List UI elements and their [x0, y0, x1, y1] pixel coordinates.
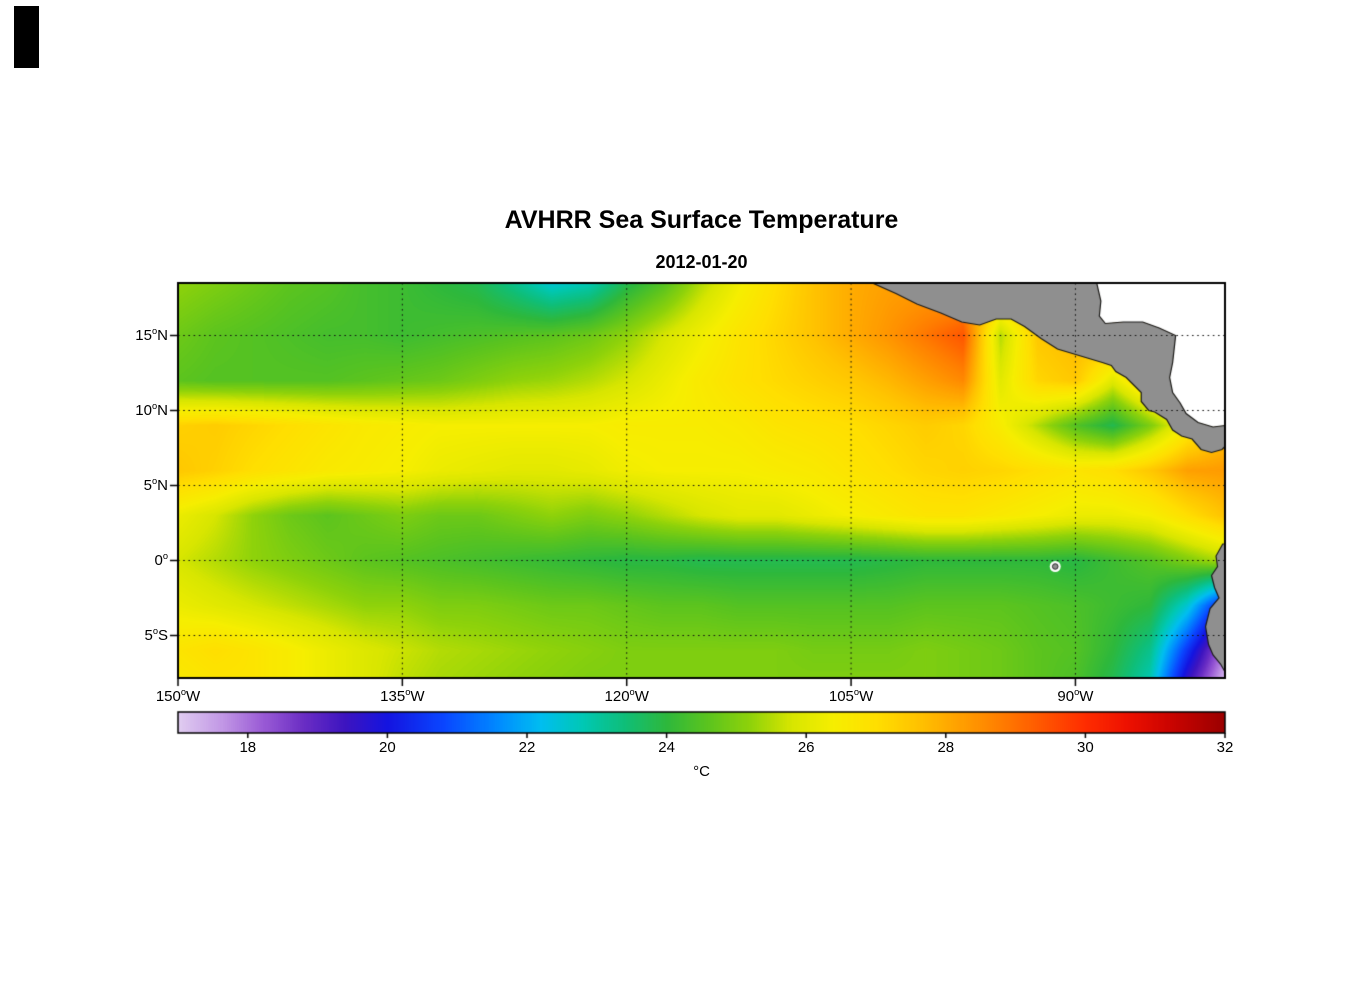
colorbar-tick-label: 28 [937, 739, 955, 756]
lon-tick-label: 120oW [604, 687, 649, 705]
colorbar-units-label: °C [693, 763, 710, 780]
chart-subtitle: 2012-01-20 [655, 252, 748, 272]
screen-artifact [14, 6, 39, 68]
colorbar-tick-label: 26 [797, 739, 815, 756]
colorbar-tick-label: 18 [239, 739, 257, 756]
lat-tick-label: 5oS [144, 625, 168, 644]
lon-tick-label: 105oW [828, 687, 874, 705]
lon-tick-label: 150oW [155, 687, 201, 705]
lat-tick-label: 15oN [135, 325, 168, 344]
lat-tick-label: 0o [154, 550, 168, 569]
lon-tick-label: 90oW [1057, 687, 1094, 705]
lon-tick-label: 135oW [380, 687, 425, 705]
lat-tick-label: 5oN [143, 475, 168, 494]
colorbar-tick-label: 20 [379, 739, 396, 756]
chart-title: AVHRR Sea Surface Temperature [504, 206, 899, 234]
lat-tick-label: 10oN [135, 400, 168, 419]
colorbar-tick-label: 30 [1077, 739, 1094, 756]
colorbar-tick-label: 24 [658, 739, 675, 756]
colorbar-tick-label: 32 [1216, 739, 1234, 756]
colorbar-tick-label: 22 [518, 739, 536, 756]
